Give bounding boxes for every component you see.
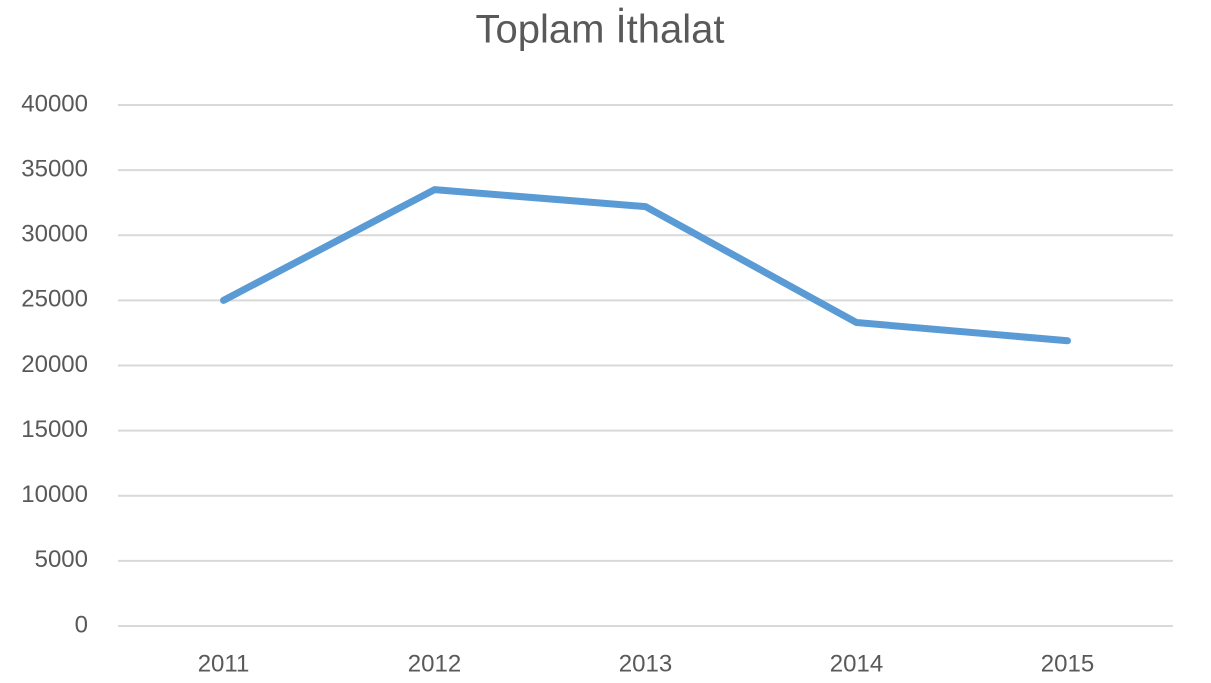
y-tick-label: 25000 xyxy=(21,286,88,313)
x-tick-label: 2011 xyxy=(198,650,250,677)
x-tick-label: 2012 xyxy=(408,650,461,677)
line-series xyxy=(220,186,1071,345)
y-tick-label: 0 xyxy=(75,611,88,638)
y-tick-label: 15000 xyxy=(21,416,88,443)
y-tick-label: 10000 xyxy=(21,481,88,508)
y-tick-label: 35000 xyxy=(21,155,88,182)
x-tick-label: 2014 xyxy=(830,650,883,677)
x-tick-label: 2013 xyxy=(619,650,672,677)
chart-title: Toplam İthalat xyxy=(475,7,724,52)
x-tick-label: 2015 xyxy=(1041,650,1094,677)
y-tick-label: 5000 xyxy=(35,546,88,573)
y-tick-label: 40000 xyxy=(21,90,88,117)
y-tick-label: 20000 xyxy=(21,351,88,378)
y-tick-label: 30000 xyxy=(21,221,88,248)
